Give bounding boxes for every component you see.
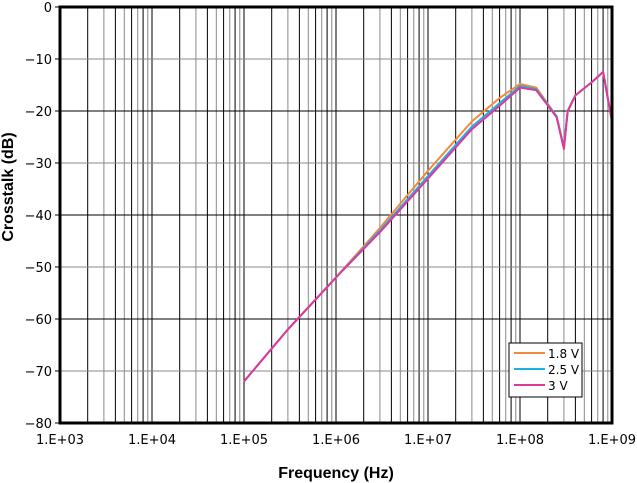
y-tick-label: 0 xyxy=(44,1,52,16)
y-axis-ticks: 0 −10 −20 −30 −40 −50 −60 −70 −80 xyxy=(25,1,60,432)
x-tick-label: 1.E+08 xyxy=(496,433,544,448)
y-tick-label: −80 xyxy=(25,417,52,432)
x-tick-label: 1.E+09 xyxy=(588,433,636,448)
legend: 1.8 V 2.5 V 3 V xyxy=(508,342,583,398)
y-tick-label: −70 xyxy=(25,365,52,380)
x-tick-label: 1.E+03 xyxy=(36,433,84,448)
x-axis-ticks: 1.E+03 1.E+04 1.E+05 1.E+06 1.E+07 1.E+08 1.E+… xyxy=(36,433,636,448)
y-tick-label: −50 xyxy=(25,261,52,276)
y-tick-label: −10 xyxy=(25,53,52,68)
y-tick-label: −20 xyxy=(25,105,52,120)
legend-label: 3 V xyxy=(548,379,568,393)
series-line xyxy=(243,71,613,383)
x-tick-label: 1.E+07 xyxy=(404,433,452,448)
x-tick-label: 1.E+04 xyxy=(128,433,176,448)
y-axis-label: Crosstalk (dB) xyxy=(0,132,17,241)
legend-label: 2.5 V xyxy=(548,363,580,377)
y-tick-label: −60 xyxy=(25,313,52,328)
x-tick-label: 1.E+06 xyxy=(312,433,360,448)
x-axis-label: Frequency (Hz) xyxy=(278,465,394,482)
data-series xyxy=(243,71,613,383)
y-tick-label: −30 xyxy=(25,157,52,172)
y-tick-label: −40 xyxy=(25,209,52,224)
x-tick-label: 1.E+05 xyxy=(220,433,268,448)
legend-label: 1.8 V xyxy=(548,347,580,361)
